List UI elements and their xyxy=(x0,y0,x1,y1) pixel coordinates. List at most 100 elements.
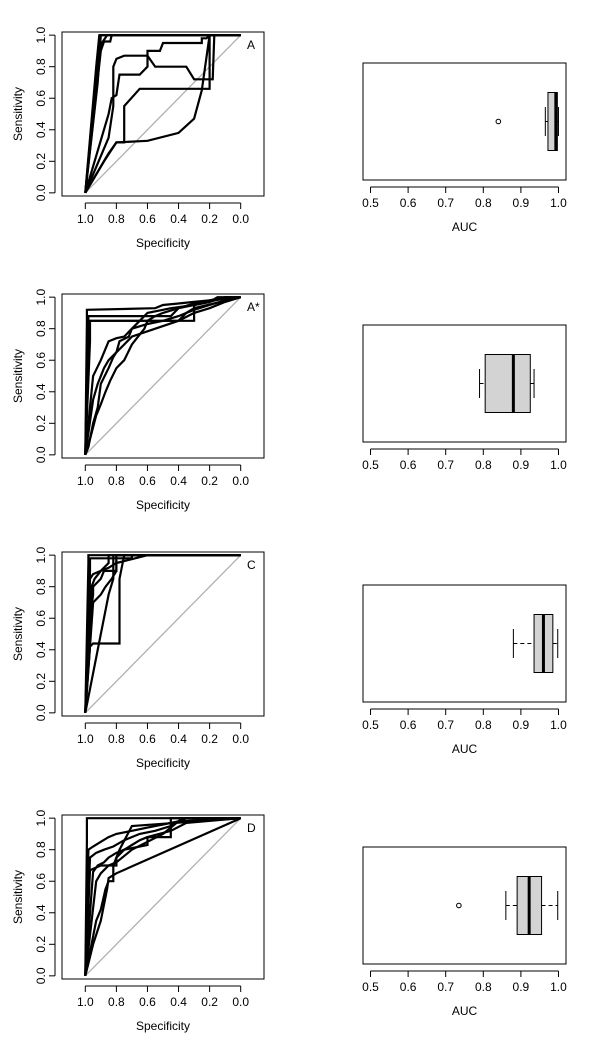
x-axis-title: AUC xyxy=(452,1004,478,1018)
x-tick-label: 0.8 xyxy=(108,212,125,226)
x-tick-label: 0.6 xyxy=(139,732,156,746)
plot-frame xyxy=(362,62,567,181)
x-axis-title: Specificity xyxy=(136,498,190,512)
plot-frame xyxy=(362,584,567,703)
outlier-point xyxy=(495,118,502,125)
x-tick-label: 1.0 xyxy=(550,196,567,210)
y-tick-label: 0.6 xyxy=(34,90,48,107)
plot-frame xyxy=(61,551,265,717)
panel-label: D xyxy=(247,821,256,835)
x-tick-label: 0.0 xyxy=(232,732,249,746)
x-tick-label: 0.8 xyxy=(475,980,492,994)
x-tick-label: 0.2 xyxy=(201,995,218,1009)
y-tick-label: 0.4 xyxy=(34,383,48,400)
y-axis-title: Sensitivity xyxy=(11,870,25,924)
x-tick-label: 0.7 xyxy=(437,718,454,732)
y-axis-title: Sensitivity xyxy=(11,87,25,141)
x-tick-label: 0.6 xyxy=(400,458,417,472)
x-tick-label: 0.2 xyxy=(201,212,218,226)
panel-label: A* xyxy=(247,300,260,314)
x-tick-label: 0.9 xyxy=(513,196,530,210)
roc-curve-6 xyxy=(84,34,241,194)
x-tick-label: 0.9 xyxy=(513,980,530,994)
panel-label: A xyxy=(247,38,255,52)
plot-frame xyxy=(61,293,265,459)
x-tick-label: 1.0 xyxy=(77,212,94,226)
y-tick-label: 0.0 xyxy=(34,967,48,984)
y-tick-label: 0.0 xyxy=(34,446,48,463)
y-tick-label: 0.8 xyxy=(34,320,48,337)
x-tick-label: 0.5 xyxy=(362,718,379,732)
x-tick-label: 1.0 xyxy=(77,732,94,746)
x-tick-label: 0.0 xyxy=(232,995,249,1009)
y-tick-label: 0.2 xyxy=(34,673,48,690)
x-tick-label: 0.8 xyxy=(475,718,492,732)
x-axis-title: AUC xyxy=(452,742,478,756)
x-tick-label: 0.5 xyxy=(362,196,379,210)
outlier-point xyxy=(456,902,462,909)
x-tick-label: 0.4 xyxy=(170,212,187,226)
y-tick-label: 0.0 xyxy=(34,184,48,201)
roc-curve-8 xyxy=(84,34,241,194)
x-tick-label: 0.6 xyxy=(139,212,156,226)
x-tick-label: 0.4 xyxy=(170,474,187,488)
y-tick-label: 0.2 xyxy=(34,936,48,953)
plot-frame xyxy=(362,846,567,965)
x-tick-label: 0.8 xyxy=(108,732,125,746)
x-tick-label: 0.5 xyxy=(362,980,379,994)
chance-diagonal xyxy=(84,554,242,714)
x-tick-label: 0.8 xyxy=(108,474,125,488)
x-tick-label: 0.8 xyxy=(475,196,492,210)
y-tick-label: 0.0 xyxy=(34,704,48,721)
x-tick-label: 1.0 xyxy=(550,458,567,472)
y-tick-label: 0.4 xyxy=(34,904,48,921)
y-tick-label: 0.2 xyxy=(34,153,48,170)
roc-curve-5 xyxy=(84,554,241,713)
x-tick-label: 0.6 xyxy=(139,474,156,488)
panel-label: C xyxy=(247,558,256,572)
roc-curve-6 xyxy=(84,554,241,713)
roc-curve-6 xyxy=(84,817,241,976)
roc-curve-4 xyxy=(84,554,241,713)
x-tick-label: 0.0 xyxy=(232,474,249,488)
y-tick-label: 1.0 xyxy=(34,546,48,563)
iqr-box xyxy=(484,354,531,413)
x-tick-label: 0.7 xyxy=(437,196,454,210)
roc-curve-4 xyxy=(84,34,241,193)
roc-curve-6 xyxy=(84,296,241,455)
y-tick-label: 0.4 xyxy=(34,121,48,138)
x-tick-label: 0.9 xyxy=(513,718,530,732)
y-tick-label: 0.8 xyxy=(34,578,48,595)
x-tick-label: 0.8 xyxy=(108,995,125,1009)
x-tick-label: 0.0 xyxy=(232,212,249,226)
y-tick-label: 0.6 xyxy=(34,610,48,627)
x-axis-title: AUC xyxy=(452,220,478,234)
y-tick-label: 0.8 xyxy=(34,58,48,75)
chance-diagonal xyxy=(84,34,242,194)
iqr-box xyxy=(547,92,558,151)
x-tick-label: 0.8 xyxy=(475,458,492,472)
x-axis-title: Specificity xyxy=(136,236,190,250)
x-tick-label: 0.9 xyxy=(513,458,530,472)
x-tick-label: 0.6 xyxy=(400,196,417,210)
x-tick-label: 0.7 xyxy=(437,458,454,472)
y-tick-label: 0.6 xyxy=(34,873,48,890)
x-axis-title: Specificity xyxy=(136,756,190,770)
x-tick-label: 0.4 xyxy=(170,995,187,1009)
y-tick-label: 0.4 xyxy=(34,641,48,658)
x-tick-label: 1.0 xyxy=(77,995,94,1009)
x-tick-label: 0.6 xyxy=(400,980,417,994)
roc-curve-7 xyxy=(84,817,241,977)
plot-frame xyxy=(362,324,567,443)
x-tick-label: 0.4 xyxy=(170,732,187,746)
x-tick-label: 1.0 xyxy=(550,718,567,732)
x-tick-label: 0.2 xyxy=(201,732,218,746)
x-tick-label: 1.0 xyxy=(550,980,567,994)
y-tick-label: 0.2 xyxy=(34,415,48,432)
x-tick-label: 1.0 xyxy=(77,474,94,488)
x-tick-label: 0.5 xyxy=(362,458,379,472)
x-axis-title: Specificity xyxy=(136,1019,190,1033)
y-axis-title: Sensitivity xyxy=(11,607,25,661)
y-tick-label: 1.0 xyxy=(34,288,48,305)
